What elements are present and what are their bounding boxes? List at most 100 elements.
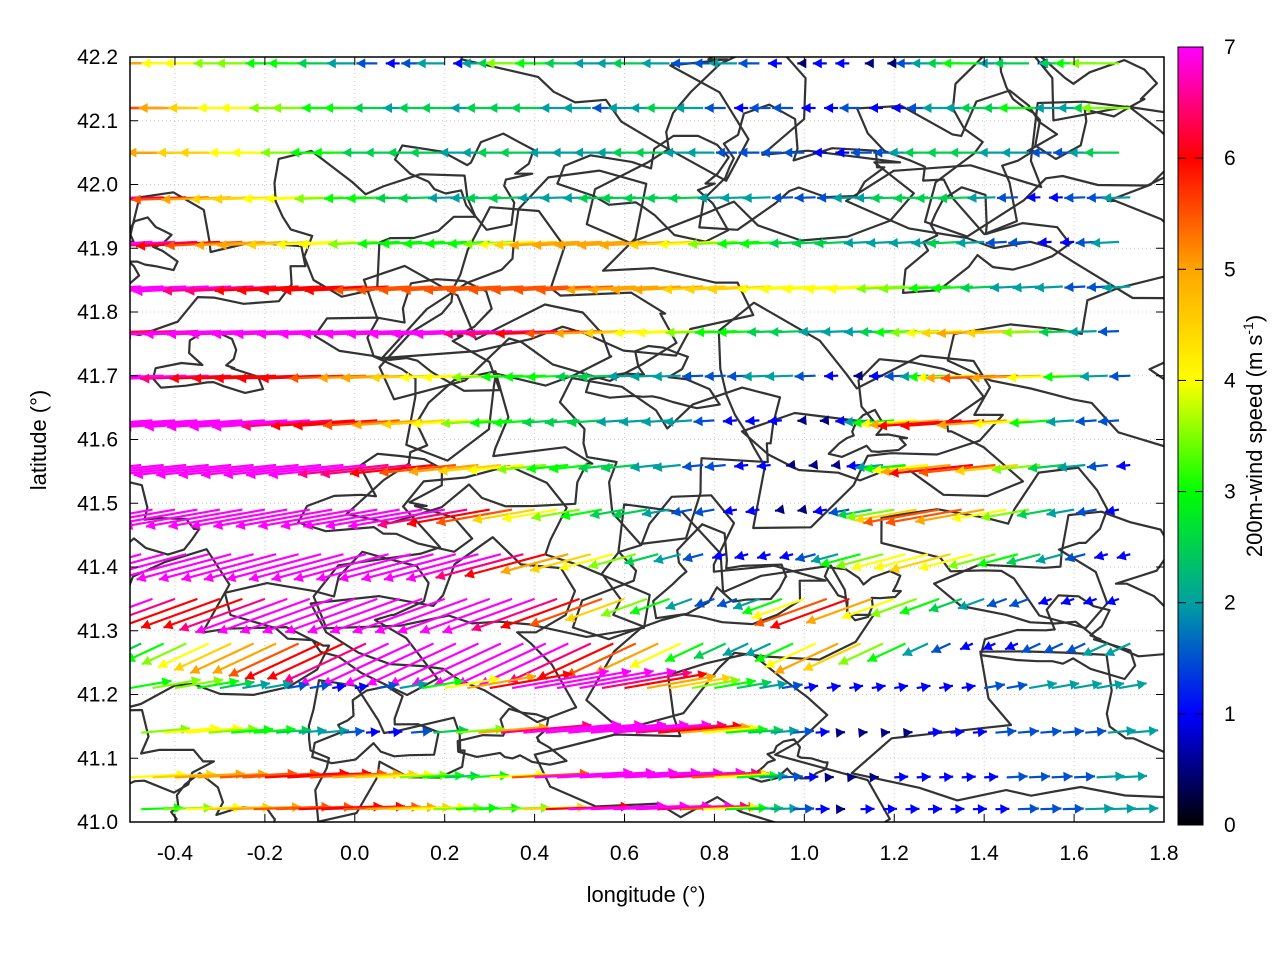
x-tick-label: 1.2 bbox=[880, 842, 909, 865]
wind-vector-head bbox=[66, 286, 75, 296]
wind-vector bbox=[378, 285, 456, 292]
wind-vector bbox=[144, 419, 243, 429]
wind-vector-head bbox=[847, 772, 857, 783]
wind-vector-head bbox=[764, 658, 776, 668]
wind-vector-head bbox=[259, 285, 269, 296]
wind-vector-head bbox=[355, 726, 365, 737]
wind-vector-head bbox=[1116, 550, 1127, 561]
wind-vector-head bbox=[966, 772, 976, 783]
wind-vector-head bbox=[192, 373, 202, 384]
wind-vector-head bbox=[34, 520, 44, 530]
wind-vector-head bbox=[234, 329, 244, 340]
wind-vector bbox=[189, 419, 288, 429]
wind-vector bbox=[237, 285, 322, 292]
contour-line bbox=[313, 278, 501, 392]
wind-vector-head bbox=[1006, 726, 1017, 737]
wind-vector-head bbox=[1009, 417, 1019, 428]
wind-vector-head bbox=[237, 373, 247, 384]
wind-vector bbox=[444, 677, 500, 690]
wind-vector-head bbox=[312, 147, 322, 158]
wind-vector-head bbox=[633, 284, 643, 295]
wind-vector-head bbox=[577, 240, 587, 251]
wind-vector-head bbox=[671, 58, 680, 69]
wind-vector bbox=[282, 285, 367, 292]
wind-vector bbox=[349, 463, 434, 475]
wind-vector-head bbox=[907, 103, 916, 113]
wind-vector bbox=[356, 285, 434, 292]
wind-vector bbox=[130, 508, 221, 527]
wind-vector bbox=[885, 508, 962, 525]
wind-vector-head bbox=[980, 511, 991, 522]
wind-vector-head bbox=[156, 469, 166, 480]
wind-vector bbox=[321, 642, 412, 686]
colorbar-tick-label: 3 bbox=[1224, 481, 1236, 504]
wind-vector-head bbox=[43, 286, 52, 296]
wind-vector-head bbox=[598, 667, 609, 678]
wind-vector bbox=[467, 674, 537, 690]
wind-vector-head bbox=[380, 238, 390, 249]
wind-vector-head bbox=[110, 650, 120, 659]
wind-vector-head bbox=[746, 327, 757, 337]
wind-vector-head bbox=[531, 511, 541, 522]
colorbar-tick-label: 7 bbox=[1224, 36, 1236, 59]
wind-vector-head bbox=[1083, 595, 1094, 606]
wind-vector-head bbox=[259, 373, 269, 384]
wind-vector-head bbox=[967, 192, 977, 203]
y-tick-label: 42.1 bbox=[77, 110, 118, 133]
wind-vector-head bbox=[835, 727, 845, 738]
wind-vector-head bbox=[317, 726, 327, 737]
wind-vector bbox=[320, 463, 412, 476]
wind-vector-head bbox=[66, 469, 75, 479]
wind-vector bbox=[489, 672, 573, 690]
wind-vector-head bbox=[588, 559, 599, 570]
wind-vector-head bbox=[813, 505, 823, 516]
wind-vector-head bbox=[708, 58, 718, 69]
wind-vector bbox=[446, 285, 524, 292]
wind-vector-head bbox=[1086, 282, 1097, 293]
wind-vector-head bbox=[819, 415, 830, 426]
wind-vector-head bbox=[1060, 237, 1070, 248]
wind-vector bbox=[532, 240, 603, 247]
wind-vector-head bbox=[578, 193, 588, 204]
wind-vector-head bbox=[688, 239, 698, 249]
wind-vector-head bbox=[195, 240, 205, 251]
contour-line bbox=[533, 651, 891, 822]
wind-vector-head bbox=[774, 664, 785, 674]
wind-vector-head bbox=[811, 554, 821, 564]
wind-vector-head bbox=[422, 726, 432, 737]
wind-vector-head bbox=[1091, 237, 1101, 248]
wind-vector-head bbox=[804, 726, 814, 737]
wind-vector-head bbox=[977, 804, 987, 815]
wind-vector-head bbox=[880, 466, 891, 477]
wind-vector-head bbox=[607, 371, 617, 382]
colorbar-tick-label: 6 bbox=[1224, 147, 1236, 170]
wind-vector-head bbox=[1017, 509, 1027, 520]
colorbar-tick-label: 5 bbox=[1224, 258, 1236, 281]
wind-vector bbox=[217, 597, 311, 634]
wind-vector-head bbox=[450, 103, 460, 113]
wind-vector-head bbox=[500, 565, 511, 575]
contour-line bbox=[698, 103, 886, 231]
wind-vector bbox=[366, 642, 457, 686]
wind-vector-head bbox=[1105, 595, 1117, 606]
wind-vector-head bbox=[584, 328, 594, 338]
wind-vector-head bbox=[630, 605, 641, 615]
contour-line bbox=[880, 466, 1109, 630]
wind-vector-head bbox=[900, 420, 910, 431]
wind-vector-head bbox=[838, 655, 849, 665]
wind-vector bbox=[635, 723, 727, 734]
wind-vector-head bbox=[446, 285, 456, 296]
wind-vector-head bbox=[769, 327, 779, 337]
wind-vector-head bbox=[867, 652, 878, 662]
wind-vector-head bbox=[951, 512, 962, 523]
wind-vector-head bbox=[1030, 147, 1040, 158]
wind-vector-head bbox=[852, 417, 862, 428]
colorbar-tick-label: 0 bbox=[1224, 814, 1236, 837]
wind-vector-head bbox=[276, 239, 286, 250]
wind-vector-head bbox=[734, 460, 744, 471]
wind-vector bbox=[851, 553, 906, 570]
wind-vector-head bbox=[770, 619, 781, 630]
wind-vector-head bbox=[551, 147, 561, 158]
wind-vector bbox=[212, 419, 310, 429]
wind-vector-head bbox=[285, 624, 296, 634]
